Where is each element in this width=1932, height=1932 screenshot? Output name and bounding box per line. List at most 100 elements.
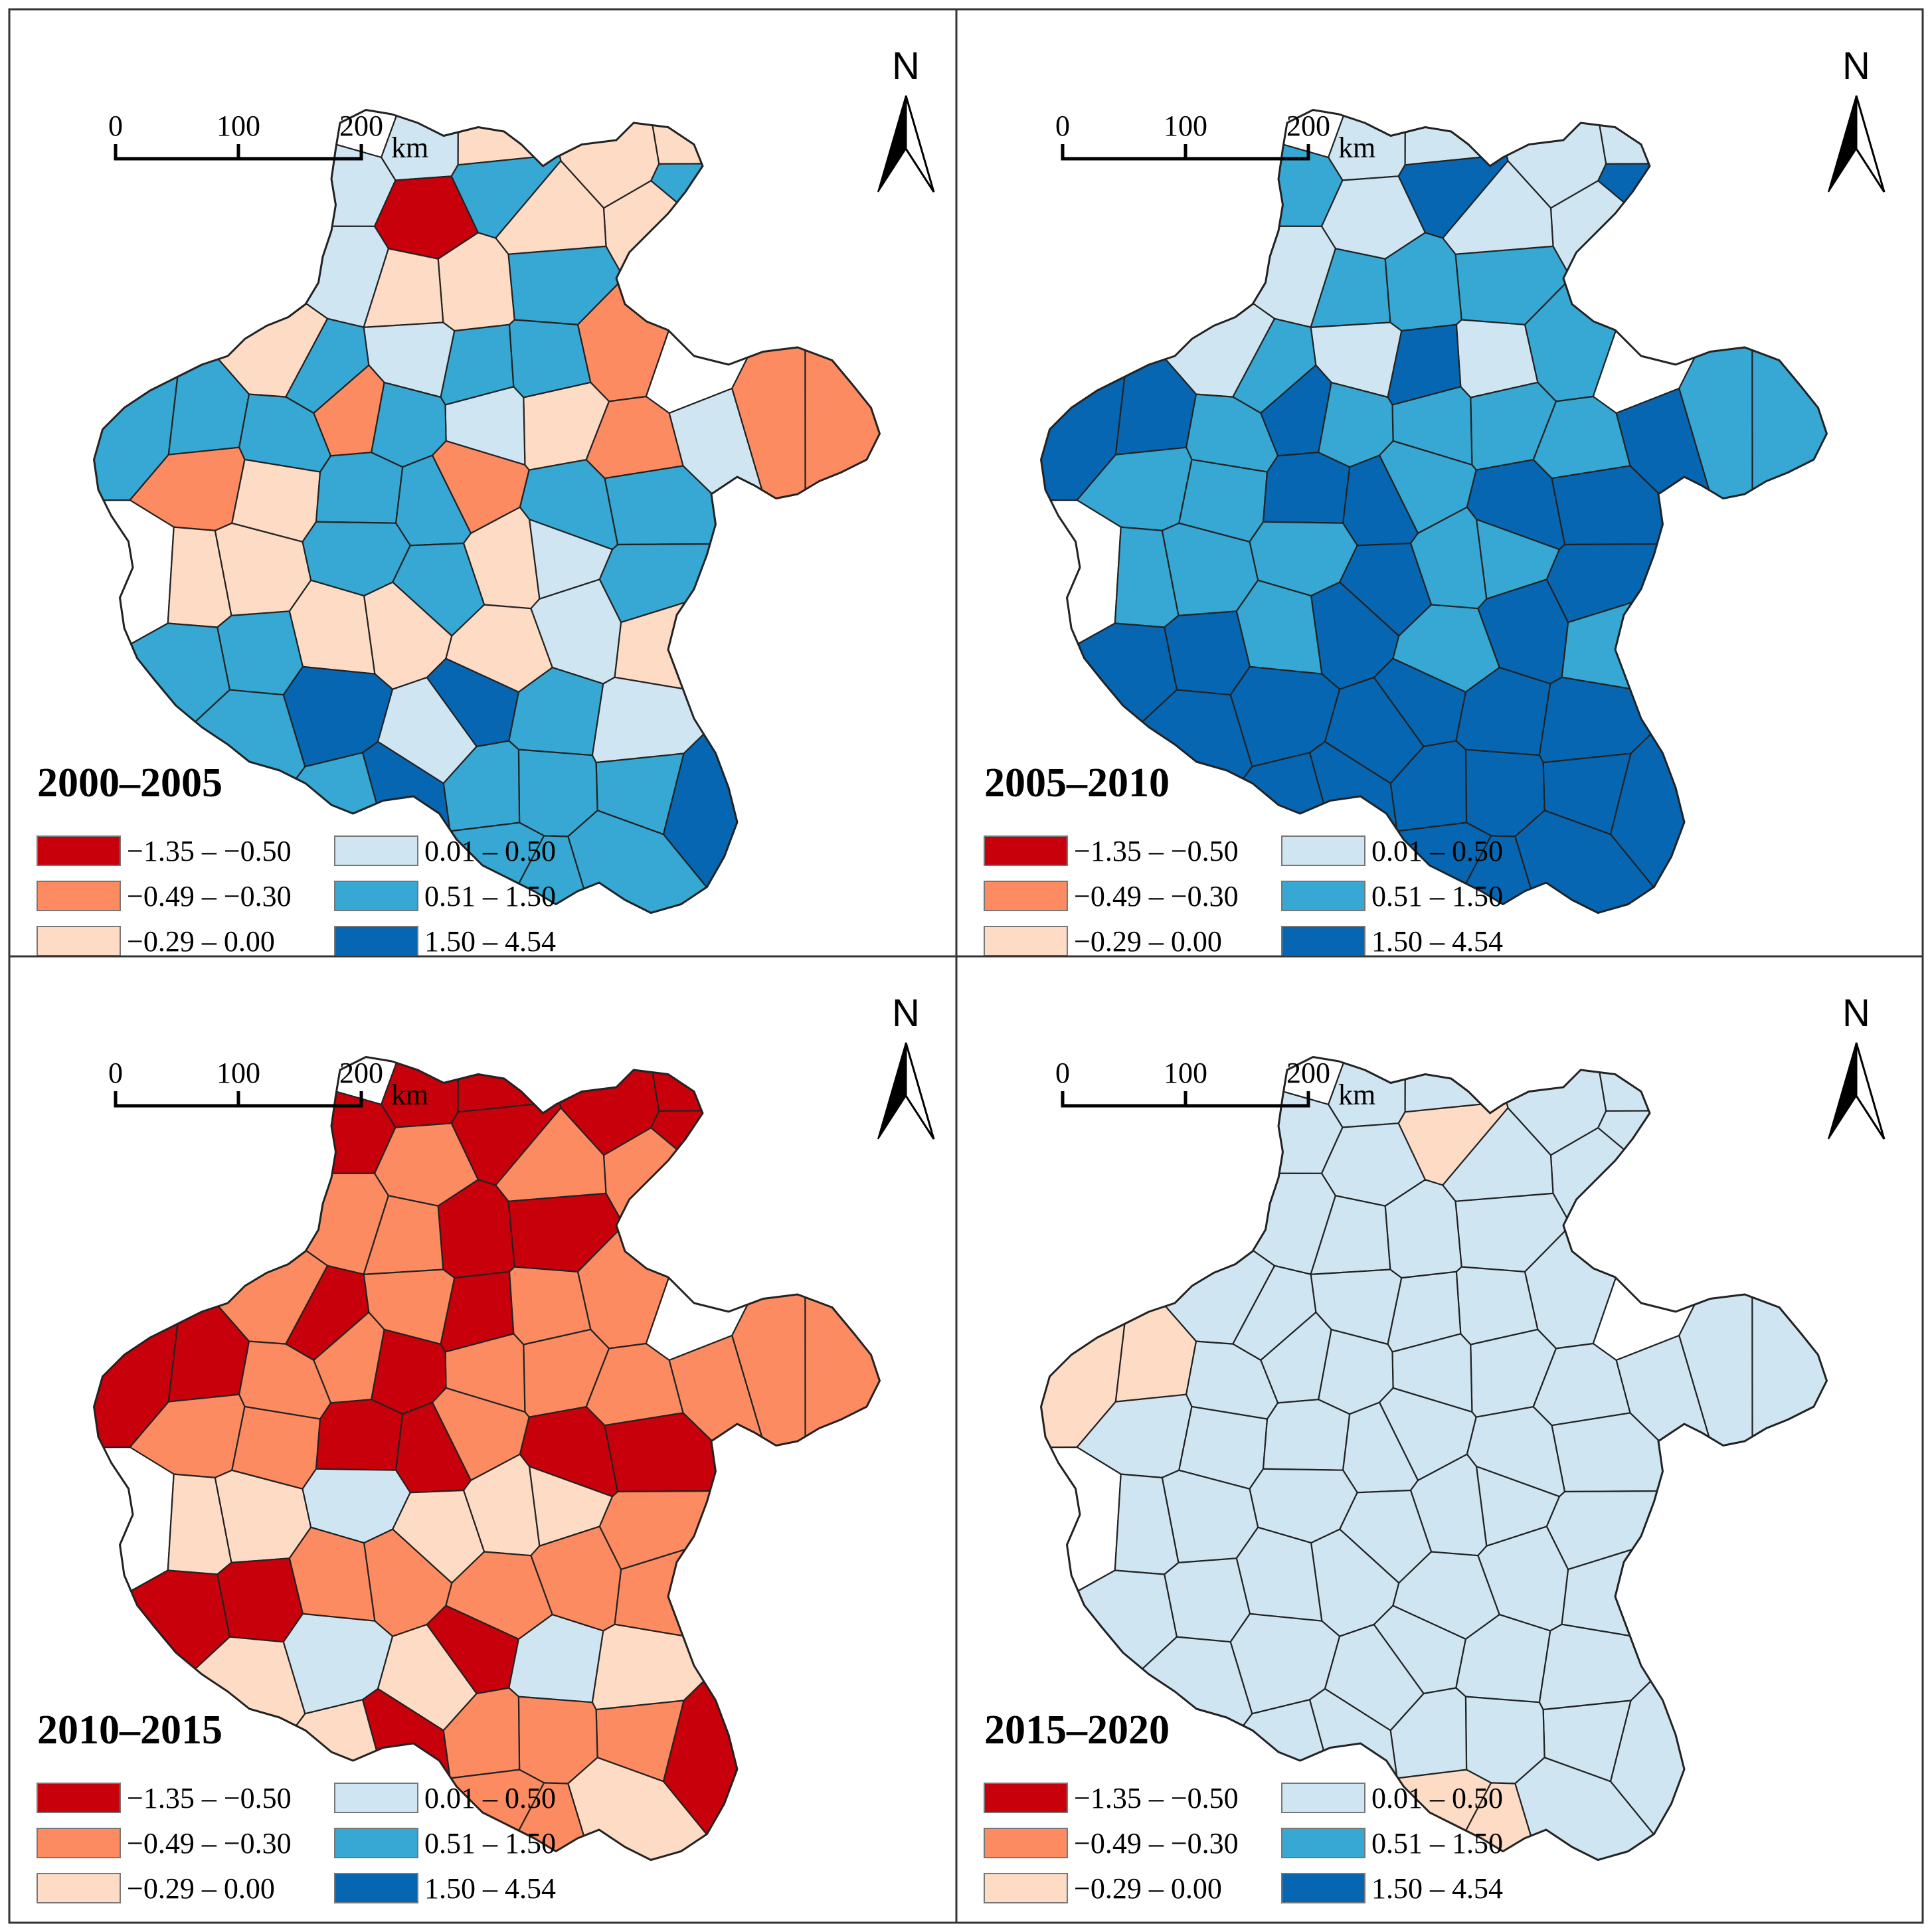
legend-item: 0.51 – 1.50 [1281,1827,1503,1860]
legend-swatch [334,1873,418,1903]
legend-label: 0.51 – 1.50 [424,880,556,913]
legend-item: 0.01 – 0.50 [334,1782,556,1814]
legend-item: −0.29 – 0.00 [984,1872,1222,1905]
legend-item: −0.49 – −0.30 [984,1827,1239,1860]
legend-label: −1.35 – −0.50 [1074,1782,1239,1814]
legend-swatch [984,881,1068,911]
period-label: 2010–2015 [37,1708,222,1753]
legend-label: 1.50 – 4.54 [424,925,556,958]
legend-item: −1.35 – −0.50 [37,1782,292,1814]
legend: −1.35 – −0.50 −0.49 – −0.30 −0.29 – 0.00 0.… [984,835,1503,958]
north-label: N [892,44,920,88]
legend-item: 0.01 – 0.50 [334,835,556,867]
scale-tick-label: 0 [1055,1057,1070,1089]
legend-item: −0.29 – 0.00 [37,925,275,958]
legend-swatch [37,835,121,866]
legend-label: 1.50 – 4.54 [1371,925,1503,958]
legend-swatch [37,1828,121,1858]
legend-label: 0.51 – 1.50 [424,1827,556,1860]
north-arrow-icon: N [1828,992,1886,1140]
legend-label: 1.50 – 4.54 [1371,1872,1503,1905]
legend-swatch [1281,881,1365,911]
county-region [1164,1557,1251,1643]
legend-label: −0.49 – −0.30 [127,1827,292,1860]
scale-tick-label: 100 [217,110,260,142]
county-region [217,1557,304,1643]
scale-unit-label: km [1338,132,1375,164]
scale-tick-label: 0 [1055,110,1070,142]
scale-tick-label: 200 [1286,1057,1330,1089]
legend-swatch [37,881,121,911]
scale-unit-label: km [391,1079,428,1111]
scale-tick-label: 200 [1286,110,1330,142]
legend-item: −0.29 – 0.00 [37,1872,275,1905]
legend-item: −1.35 – −0.50 [984,1782,1239,1814]
legend-swatch [37,1873,121,1903]
legend-item: 1.50 – 4.54 [334,1872,556,1905]
province-outline [1040,109,1828,914]
scale-unit-label: km [391,132,428,164]
legend-swatch [334,835,418,866]
province-outline [1040,1056,1828,1861]
legend-label: −0.49 – −0.30 [1074,1827,1239,1860]
period-label: 2000–2005 [37,760,222,806]
legend: −1.35 – −0.50 −0.49 – −0.30 −0.29 – 0.00 0.… [37,1782,556,1905]
legend-item: 1.50 – 4.54 [1281,925,1503,958]
legend-item: −0.49 – −0.30 [37,880,292,913]
legend-item: −0.49 – −0.30 [984,880,1239,913]
legend-swatch [984,1783,1068,1813]
legend-swatch [984,835,1068,866]
county-region [1262,452,1351,524]
north-label: N [892,992,920,1035]
legend-label: 0.51 – 1.50 [1371,1827,1503,1860]
legend: −1.35 – −0.50 −0.49 – −0.30 −0.29 – 0.00 0.… [37,835,556,958]
legend: −1.35 – −0.50 −0.49 – −0.30 −0.29 – 0.00 0.… [984,1782,1503,1905]
legend-item: 0.01 – 0.50 [1281,1782,1503,1814]
legend-swatch [984,1828,1068,1858]
legend-label: −0.29 – 0.00 [127,1872,275,1905]
legend-label: −1.35 – −0.50 [127,1782,292,1814]
legend-label: 0.01 – 0.50 [424,835,556,867]
scale-tick-label: 100 [217,1057,260,1089]
county-region [567,1757,774,1860]
legend-item: 0.51 – 1.50 [334,1827,556,1860]
legend-item: 0.51 – 1.50 [334,880,556,913]
legend-item: 0.01 – 0.50 [1281,835,1503,867]
legend-swatch [1281,1783,1365,1813]
county-region [315,1399,404,1471]
legend-label: −0.29 – 0.00 [1074,925,1222,958]
north-arrow-icon: N [877,992,935,1140]
legend-swatch [334,1828,418,1858]
north-arrow-icon: N [877,44,935,193]
legend-label: 1.50 – 4.54 [424,1872,556,1905]
legend-label: 0.51 – 1.50 [1371,880,1503,913]
county-region [567,810,774,913]
county-region [1514,1757,1721,1860]
legend-swatch [334,881,418,911]
legend-label: −0.29 – 0.00 [1074,1872,1222,1905]
legend-label: −1.35 – −0.50 [127,835,292,867]
period-label: 2005–2010 [984,760,1170,806]
scale-tick-label: 0 [108,110,123,142]
legend-item: −0.49 – −0.30 [37,1827,292,1860]
legend-item: −0.29 – 0.00 [984,925,1222,958]
legend-swatch [1281,835,1365,866]
legend-swatch [1281,926,1365,956]
scale-unit-label: km [1338,1079,1375,1111]
legend-swatch [984,1873,1068,1903]
legend-label: −0.49 – −0.30 [127,880,292,913]
legend-item: 1.50 – 4.54 [1281,1872,1503,1905]
legend-label: −0.49 – −0.30 [1074,880,1239,913]
legend-swatch [984,926,1068,956]
legend-swatch [1281,1828,1365,1858]
legend-label: 0.01 – 0.50 [1371,835,1503,867]
legend-label: 0.01 – 0.50 [424,1782,556,1814]
county-region [315,452,404,524]
legend-swatch [37,1783,121,1813]
legend-item: −1.35 – −0.50 [37,835,292,867]
legend-swatch [334,1783,418,1813]
county-region [217,610,304,696]
